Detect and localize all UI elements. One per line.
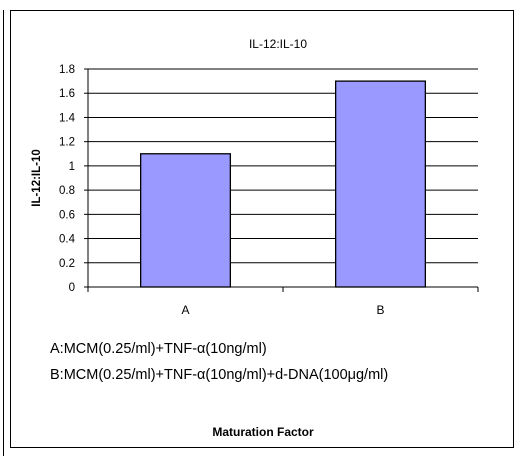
chart-frame bbox=[10, 10, 514, 448]
y-tick-label: 1.2 bbox=[59, 137, 75, 149]
y-tick-label: 0.6 bbox=[59, 209, 75, 221]
y-tick-label: 1 bbox=[69, 161, 75, 173]
y-tick-label: 1.4 bbox=[59, 112, 76, 124]
y-tick-label: 0.2 bbox=[59, 258, 75, 270]
y-tick-label: 0.8 bbox=[59, 185, 75, 197]
y-tick-label: 1.6 bbox=[59, 88, 75, 100]
y-tick-label: 0.4 bbox=[59, 234, 76, 246]
x-tick-label: A bbox=[181, 303, 189, 317]
bar-b bbox=[334, 80, 426, 288]
x-tick-label: B bbox=[376, 303, 384, 317]
legend-note-b: B:MCM(0.25/ml)+TNF-α(10ng/ml)+d-DNA(100μ… bbox=[50, 367, 389, 383]
x-axis-title: Maturation Factor bbox=[212, 425, 314, 439]
y-axis-title: IL-12:IL-10 bbox=[31, 149, 43, 207]
bar-a bbox=[139, 153, 231, 288]
left-border-line bbox=[3, 10, 4, 456]
y-tick-label: 0 bbox=[69, 282, 75, 294]
chart-title: IL-12:IL-10 bbox=[249, 37, 307, 51]
legend-note-a: A:MCM(0.25/ml)+TNF-α(10ng/ml) bbox=[50, 341, 267, 357]
y-tick-label: 1.8 bbox=[59, 64, 75, 76]
